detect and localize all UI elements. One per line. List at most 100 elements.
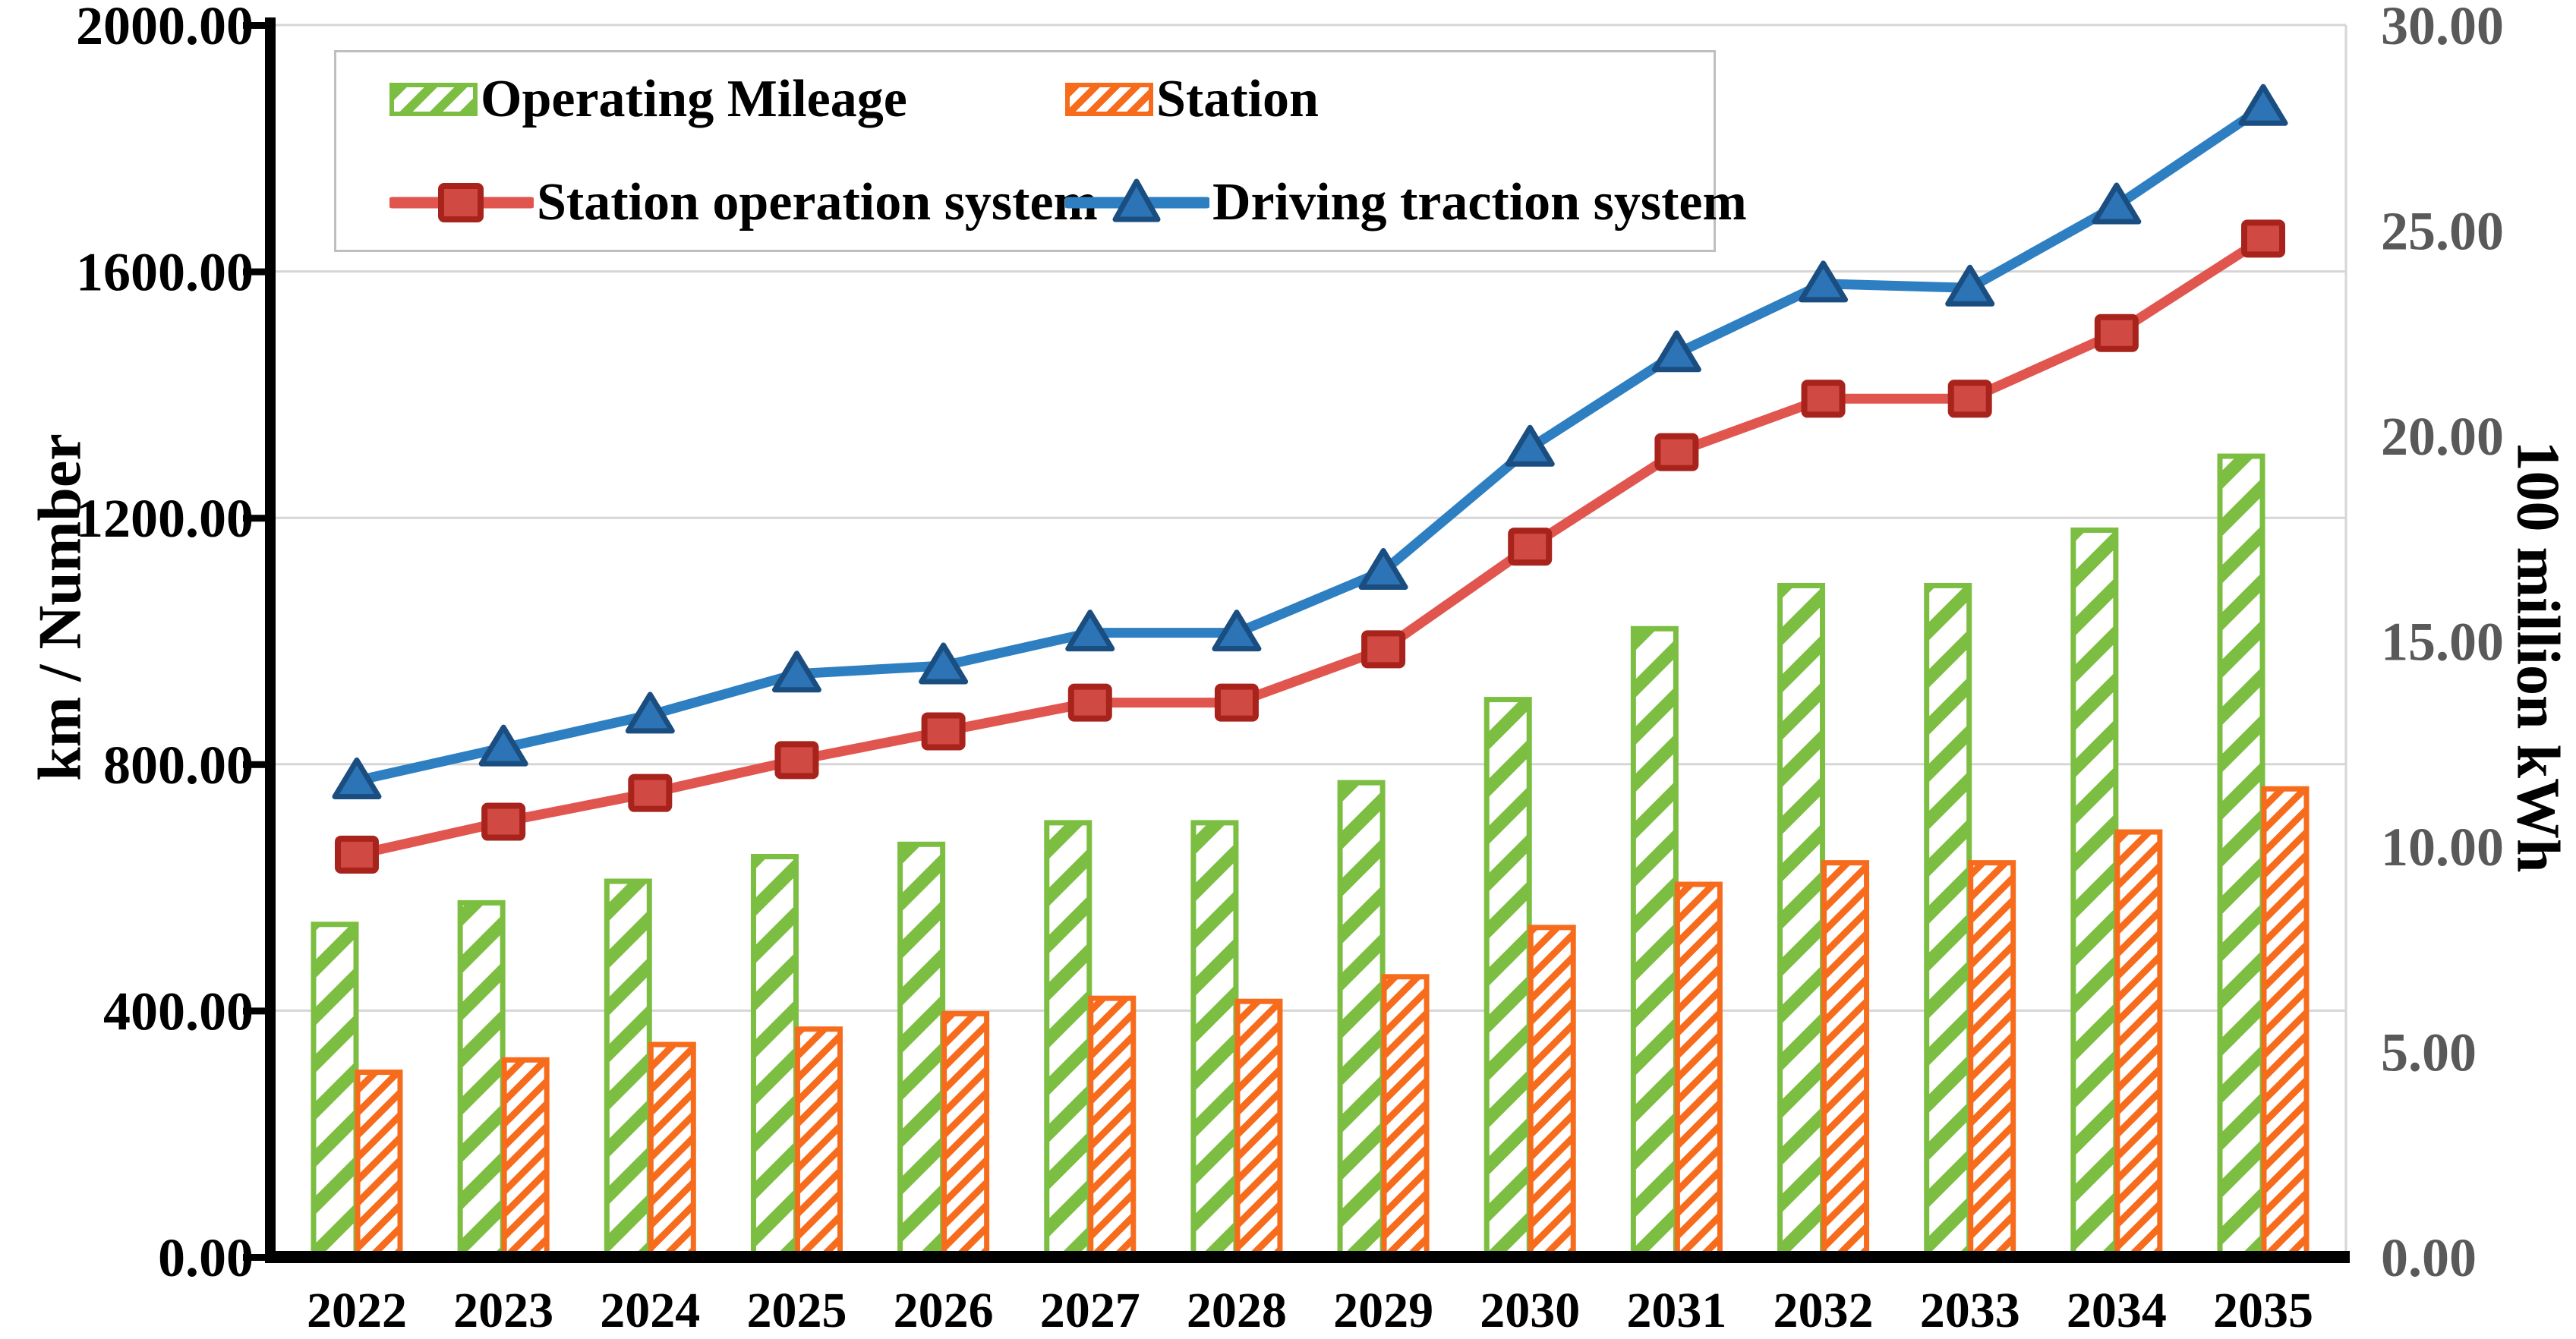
marker-square-station-operation-system-2029 bbox=[1361, 630, 1406, 669]
marker-triangle-driving-traction-system-2030 bbox=[1505, 424, 1555, 467]
legend-label-station-operation-system: Station operation system bbox=[537, 173, 1098, 232]
x-axis-line bbox=[265, 1251, 2350, 1263]
y-left-tick-label: 1200.00 bbox=[76, 488, 254, 549]
left-axis-title: km / Number bbox=[27, 433, 94, 781]
bar-station-2035 bbox=[2261, 786, 2310, 1260]
bar-station-2027 bbox=[1088, 995, 1137, 1260]
legend-label-station: Station bbox=[1156, 70, 1319, 128]
y-axis-tick bbox=[243, 22, 275, 29]
marker-triangle-driving-traction-system-2024 bbox=[625, 692, 675, 734]
bar-station-2025 bbox=[794, 1026, 843, 1260]
y-left-tick-label: 400.00 bbox=[103, 981, 254, 1041]
y-right-tick-label: 30.00 bbox=[2381, 0, 2504, 56]
bar-operating-mileage-2028 bbox=[1190, 820, 1239, 1260]
legend-item-operating-mileage: Operating Mileage bbox=[389, 63, 907, 136]
marker-triangle-driving-traction-system-2025 bbox=[771, 651, 821, 693]
x-tick-label-2031: 2031 bbox=[1626, 1283, 1726, 1338]
marker-triangle-driving-traction-system-2023 bbox=[478, 724, 528, 767]
bar-operating-mileage-2027 bbox=[1044, 820, 1093, 1260]
bar-operating-mileage-2035 bbox=[2217, 453, 2265, 1260]
bar-station-2022 bbox=[355, 1070, 403, 1260]
y-axis-tick bbox=[243, 268, 275, 276]
x-tick-label-2032: 2032 bbox=[1774, 1283, 1874, 1338]
legend-swatch-operating-mileage-icon bbox=[389, 83, 478, 116]
bar-station-2033 bbox=[1968, 860, 2016, 1260]
y-axis-tick bbox=[243, 1254, 275, 1261]
bar-station-2032 bbox=[1821, 860, 1870, 1260]
bar-station-2030 bbox=[1528, 925, 1576, 1260]
bar-station-2031 bbox=[1674, 881, 1723, 1260]
marker-triangle-driving-traction-system-2027 bbox=[1065, 610, 1115, 652]
y-left-tick-label: 0.00 bbox=[158, 1227, 254, 1288]
bar-operating-mileage-2025 bbox=[750, 854, 799, 1260]
marker-square-station-operation-system-2026 bbox=[921, 712, 966, 751]
x-tick-label-2034: 2034 bbox=[2067, 1283, 2167, 1338]
x-tick-label-2025: 2025 bbox=[746, 1283, 847, 1338]
x-tick-label-2035: 2035 bbox=[2213, 1283, 2313, 1338]
bar-station-2024 bbox=[648, 1041, 696, 1260]
y-right-tick-label: 15.00 bbox=[2381, 612, 2504, 673]
bar-operating-mileage-2032 bbox=[1777, 582, 1826, 1260]
marker-triangle-driving-traction-system-2032 bbox=[1799, 260, 1849, 303]
legend-item-driving-traction-system: Driving traction system bbox=[1065, 166, 1747, 239]
marker-square-station-operation-system-2022 bbox=[335, 835, 379, 874]
y-right-tick-label: 25.00 bbox=[2381, 201, 2504, 262]
x-tick-label-2026: 2026 bbox=[894, 1283, 994, 1338]
x-tick-label-2029: 2029 bbox=[1333, 1283, 1433, 1338]
marker-triangle-driving-traction-system-2034 bbox=[2092, 182, 2142, 225]
marker-square-station-operation-system-2033 bbox=[1947, 380, 1992, 418]
bar-operating-mileage-2031 bbox=[1630, 625, 1679, 1260]
x-tick-label-2024: 2024 bbox=[600, 1283, 700, 1338]
marker-square-station-operation-system-2025 bbox=[774, 741, 819, 780]
line-station-operation-system bbox=[352, 233, 2269, 860]
bar-station-2028 bbox=[1234, 998, 1283, 1260]
marker-triangle-driving-traction-system-2026 bbox=[919, 642, 969, 685]
legend-marker-driving-traction-system-icon bbox=[1065, 178, 1209, 222]
bar-station-2034 bbox=[2114, 829, 2163, 1260]
bar-operating-mileage-2033 bbox=[1924, 582, 1972, 1260]
marker-square-station-operation-system-2035 bbox=[2241, 219, 2285, 258]
line-driving-traction-system bbox=[352, 102, 2269, 786]
marker-square-station-operation-system-2030 bbox=[1508, 528, 1553, 566]
y-left-tick-label: 2000.00 bbox=[76, 0, 254, 56]
legend-label-driving-traction-system: Driving traction system bbox=[1212, 173, 1747, 232]
marker-triangle-driving-traction-system-2031 bbox=[1651, 330, 1701, 373]
bar-operating-mileage-2022 bbox=[311, 922, 359, 1260]
y-right-tick-label: 10.00 bbox=[2381, 817, 2504, 877]
bar-station-2023 bbox=[501, 1057, 550, 1260]
bar-station-2029 bbox=[1381, 974, 1430, 1260]
marker-square-station-operation-system-2031 bbox=[1654, 433, 1699, 471]
bar-operating-mileage-2034 bbox=[2070, 527, 2119, 1260]
y-left-tick-label: 1600.00 bbox=[76, 242, 254, 303]
marker-square-station-operation-system-2028 bbox=[1214, 683, 1259, 722]
x-tick-label-2028: 2028 bbox=[1187, 1283, 1287, 1338]
marker-square-station-operation-system-2034 bbox=[2094, 313, 2139, 352]
marker-square-station-operation-system-2032 bbox=[1801, 380, 1846, 418]
legend: Operating Mileage Station Station operatio… bbox=[334, 50, 1747, 252]
y-axis-line bbox=[265, 17, 276, 1263]
legend-label-operating-mileage: Operating Mileage bbox=[481, 70, 907, 128]
marker-triangle-driving-traction-system-2022 bbox=[332, 757, 382, 799]
y-right-tick-label: 5.00 bbox=[2381, 1022, 2477, 1083]
bar-operating-mileage-2026 bbox=[897, 841, 946, 1260]
right-axis-title: 100 million kWh bbox=[2504, 440, 2571, 873]
bar-operating-mileage-2023 bbox=[457, 899, 506, 1260]
x-tick-label-2022: 2022 bbox=[307, 1283, 407, 1338]
legend-item-station-operation-system: Station operation system bbox=[389, 166, 1098, 239]
y-axis-tick bbox=[243, 761, 275, 768]
y-right-tick-label: 20.00 bbox=[2381, 406, 2504, 467]
y-axis-tick bbox=[243, 515, 275, 522]
y-left-tick-label: 800.00 bbox=[103, 735, 254, 796]
marker-square-station-operation-system-2023 bbox=[481, 802, 526, 841]
marker-triangle-driving-traction-system-2035 bbox=[2238, 83, 2288, 126]
x-tick-label-2030: 2030 bbox=[1480, 1283, 1580, 1338]
x-tick-label-2027: 2027 bbox=[1040, 1283, 1140, 1338]
y-axis-tick bbox=[243, 1007, 275, 1015]
bar-operating-mileage-2029 bbox=[1337, 780, 1386, 1260]
x-tick-label-2023: 2023 bbox=[453, 1283, 553, 1338]
bar-operating-mileage-2030 bbox=[1483, 697, 1532, 1260]
marker-triangle-driving-traction-system-2028 bbox=[1212, 610, 1262, 652]
marker-square-station-operation-system-2027 bbox=[1067, 683, 1112, 722]
